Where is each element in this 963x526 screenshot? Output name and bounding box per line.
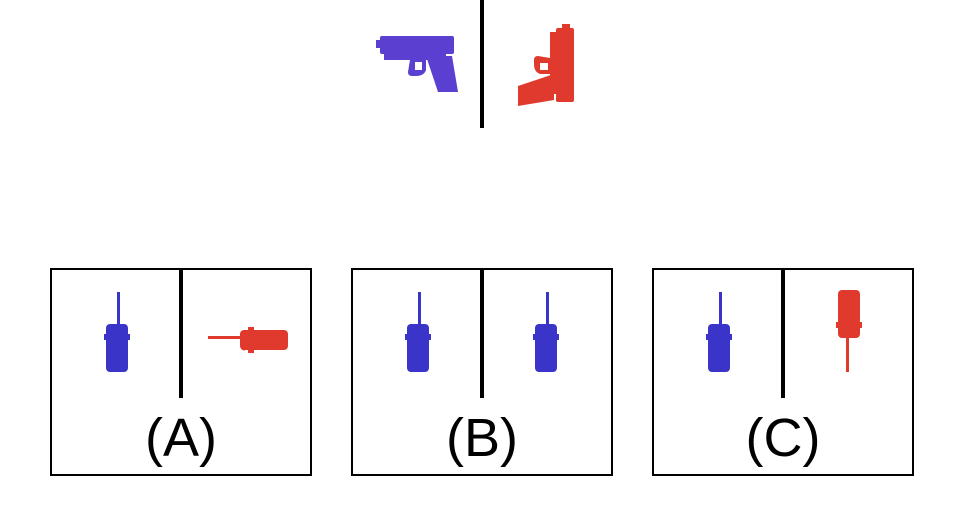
walkie-talkie-icon xyxy=(836,290,862,372)
option-b[interactable]: (B) xyxy=(351,268,613,476)
walkie-talkie-icon xyxy=(533,292,559,372)
prompt-pair xyxy=(360,0,600,130)
option-label: (B) xyxy=(446,408,518,468)
walkie-talkie-icon xyxy=(706,292,732,372)
option-a[interactable]: (A) xyxy=(50,268,312,476)
walkie-talkie-icon xyxy=(208,327,288,353)
pistol-icon xyxy=(518,24,574,106)
option-label: (A) xyxy=(145,408,217,468)
walkie-talkie-icon xyxy=(104,292,130,372)
option-divider xyxy=(179,270,183,398)
option-c[interactable]: (C) xyxy=(652,268,914,476)
option-label: (C) xyxy=(745,408,821,468)
pistol-icon xyxy=(376,36,458,92)
option-divider xyxy=(480,270,484,398)
option-divider xyxy=(781,270,785,398)
prompt-divider xyxy=(480,0,484,128)
walkie-talkie-icon xyxy=(405,292,431,372)
